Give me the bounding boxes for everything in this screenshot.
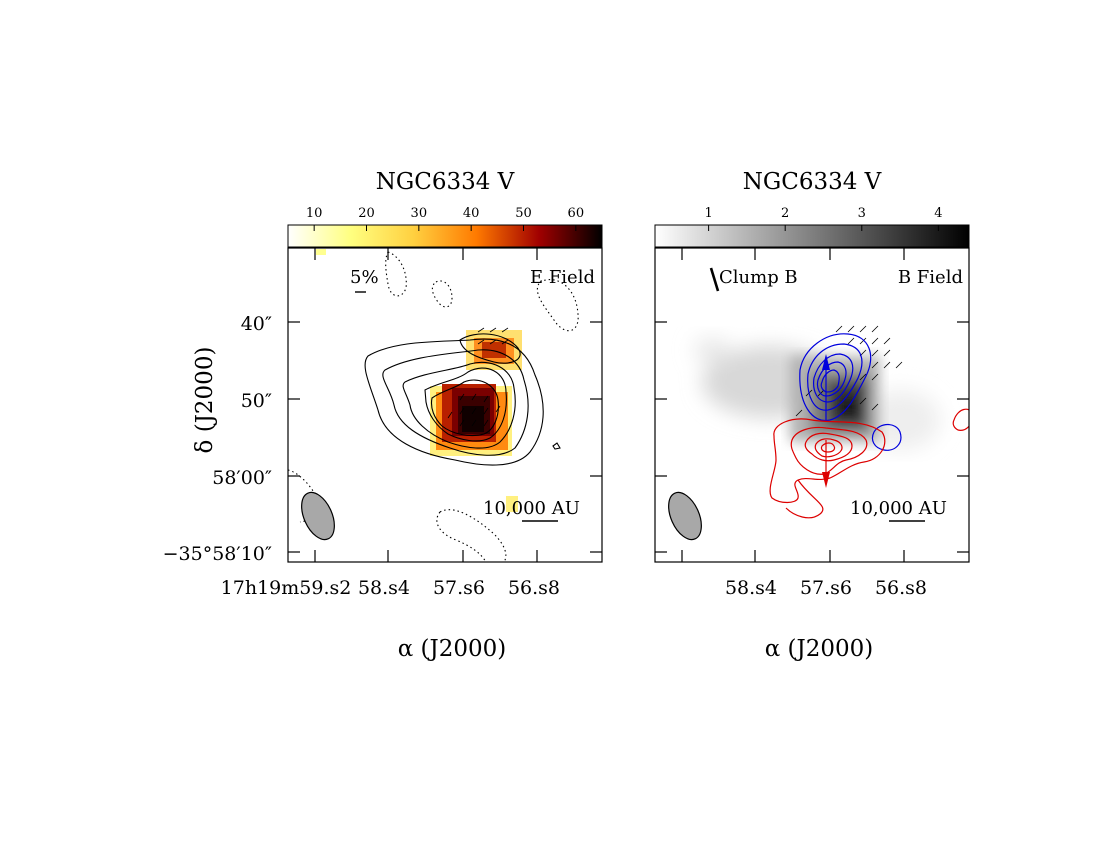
x-tick-56s8-2: 56.s8 bbox=[875, 577, 927, 599]
intensity-map bbox=[668, 267, 969, 541]
panel2-ticks bbox=[655, 248, 969, 562]
cb2-label-2: 2 bbox=[781, 206, 789, 221]
x-tick-58s4: 58.s4 bbox=[358, 577, 410, 599]
cb2-label-3: 3 bbox=[858, 206, 866, 221]
panel2-frame bbox=[654, 247, 970, 563]
clump-label: Clump B bbox=[719, 267, 798, 288]
polarization-vectors bbox=[447, 327, 509, 427]
polarization-map bbox=[288, 249, 579, 562]
y-tick-40: 40″ bbox=[241, 313, 272, 335]
redshifted-outflow-contours bbox=[769, 408, 969, 519]
blueshifted-outflow-contours bbox=[799, 333, 902, 451]
cb1-label-10: 10 bbox=[306, 206, 323, 221]
x-tick-17h19m59s2: 17h19m59.s2 bbox=[221, 577, 352, 599]
y-tick-50: 50″ bbox=[241, 390, 272, 412]
panel-e-field: NGC6334 V 10 20 30 40 50 60 bbox=[163, 169, 603, 662]
cb1-label-40: 40 bbox=[463, 206, 480, 221]
y-tick-35-58-10: −35°58′10″ bbox=[163, 543, 272, 565]
x-tick-56s8: 56.s8 bbox=[508, 577, 560, 599]
cb2-label-4: 4 bbox=[934, 206, 942, 221]
magnetic-field-vectors bbox=[795, 325, 903, 417]
cb1-label-60: 60 bbox=[568, 206, 585, 221]
cb1-label-30: 30 bbox=[411, 206, 428, 221]
panel1-frame bbox=[287, 247, 603, 563]
red-outflow-arrowhead bbox=[822, 472, 830, 488]
field-type-label: E Field bbox=[530, 267, 595, 288]
cb1-label-20: 20 bbox=[358, 206, 375, 221]
reference-vector-label: 5% bbox=[350, 267, 379, 288]
x-tick-58s4-2: 58.s4 bbox=[725, 577, 777, 599]
colorbar-gradient bbox=[287, 224, 603, 248]
polarization-heatmap bbox=[316, 249, 522, 512]
x-axis-label-left: α (J2000) bbox=[398, 636, 507, 662]
dotted-contours bbox=[288, 251, 579, 562]
y-axis-label: δ (J2000) bbox=[192, 347, 218, 454]
beam-ellipse-2 bbox=[668, 491, 702, 541]
colorbar-polarization-percent: 10 20 30 40 50 60 bbox=[287, 206, 603, 248]
panel1-ticks bbox=[288, 248, 602, 562]
scale-bar-label-2: 10,000 AU bbox=[850, 498, 947, 519]
field-type-label-2: B Field bbox=[898, 267, 963, 288]
cb1-label-50: 50 bbox=[515, 206, 532, 221]
scale-bar-label: 10,000 AU bbox=[483, 498, 580, 519]
clump-b-marker bbox=[709, 267, 720, 292]
cb2-label-1: 1 bbox=[704, 206, 712, 221]
x-tick-57s6-2: 57.s6 bbox=[800, 577, 852, 599]
x-tick-57s6: 57.s6 bbox=[433, 577, 485, 599]
colorbar-gradient-gray bbox=[654, 224, 970, 248]
panel2-title: NGC6334 V bbox=[743, 169, 882, 195]
y-tick-58-00: 58′00″ bbox=[212, 467, 272, 489]
panel-b-field: NGC6334 V 1 2 3 4 bbox=[654, 169, 970, 662]
panel1-title: NGC6334 V bbox=[376, 169, 515, 195]
dust-emission-grayscale bbox=[694, 338, 940, 450]
beam-ellipse bbox=[301, 491, 335, 541]
colorbar-intensity: 1 2 3 4 bbox=[654, 206, 970, 248]
blue-outflow-arrowhead bbox=[822, 354, 830, 370]
x-axis-label-right: α (J2000) bbox=[765, 636, 874, 662]
intensity-contours bbox=[364, 333, 561, 466]
